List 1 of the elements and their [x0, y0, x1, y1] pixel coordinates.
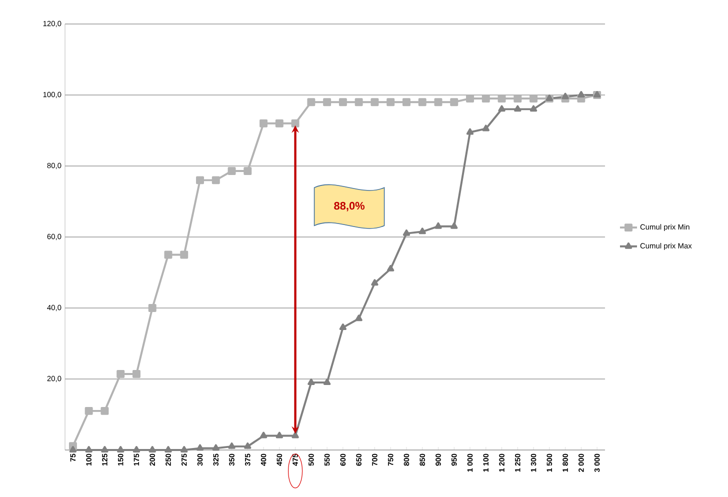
annotation: 88,0% — [334, 202, 365, 212]
